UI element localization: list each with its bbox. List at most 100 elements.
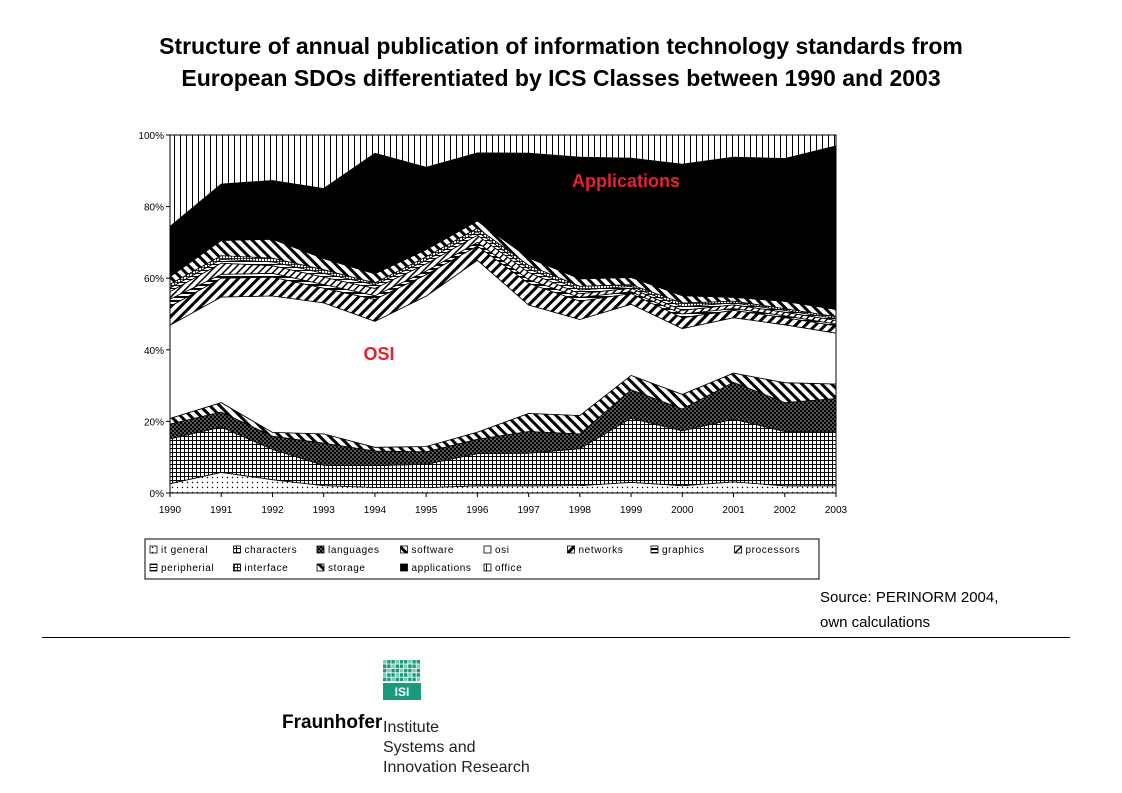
divider-line: [42, 637, 1070, 638]
institute-line-1: Institute: [383, 719, 440, 736]
legend-label-networks: networks: [579, 545, 624, 556]
isi-logo-cell: [391, 673, 395, 677]
legend-label-characters: characters: [245, 545, 298, 556]
x-tick-label: 1993: [313, 505, 336, 516]
isi-logo-cell: [404, 668, 408, 673]
isi-logo-cell: [399, 673, 404, 677]
plot-frame: [169, 134, 837, 494]
fraunhofer-wordmark: Fraunhofer: [282, 712, 383, 733]
y-axis: 0% 20% 40% 60% 80% 100%: [138, 131, 170, 500]
institute-name: Institute Systems and Innovation Researc…: [383, 718, 530, 778]
legend-swatch-networks: [567, 545, 575, 554]
isi-logo-cell: [395, 664, 399, 668]
isi-logo-cell: [391, 677, 395, 682]
source-line-1: Source: PERINORM 2004,: [820, 589, 999, 606]
y-tick-label: 100%: [138, 131, 164, 142]
isi-logo-cell: [395, 677, 399, 682]
y-tick-label: 80%: [144, 203, 164, 214]
isi-logo-cell: [391, 664, 395, 668]
isi-logo-cell: [383, 668, 387, 673]
annotation-osi: OSI: [363, 344, 394, 364]
legend-swatch-characters: [233, 545, 241, 554]
x-tick-label: 2003: [825, 505, 848, 516]
isi-logo-cell: [399, 677, 404, 682]
chart-title: Structure of annual publication of infor…: [0, 30, 1122, 94]
legend-label-applications: applications: [412, 563, 472, 574]
legend-label-processors: processors: [746, 545, 801, 556]
isi-logo-cell: [416, 660, 420, 664]
isi-logo-cell: [399, 660, 404, 664]
isi-logo-cell: [383, 660, 387, 664]
x-tick-label: 2001: [722, 505, 745, 516]
chart-title-line-1: Structure of annual publication of infor…: [159, 33, 963, 59]
x-tick-label: 1992: [261, 505, 284, 516]
svg-text:ISI: ISI: [395, 685, 410, 699]
legend-swatch-storage: [316, 563, 325, 572]
isi-logo-cell: [399, 664, 404, 668]
y-tick-label: 20%: [144, 417, 164, 428]
isi-logo-cell: [416, 668, 420, 673]
isi-logo-cell: [408, 673, 412, 677]
legend-swatch-software: [400, 545, 408, 554]
annotation-applications: Applications: [572, 171, 680, 191]
isi-logo-cell: [412, 668, 416, 673]
isi-logo-cell: [383, 664, 387, 668]
chart-legend: it general characters languages software osi…: [144, 538, 820, 580]
y-tick-label: 0%: [150, 489, 165, 500]
legend-label-software: software: [412, 545, 455, 556]
x-tick-label: 1994: [364, 505, 387, 516]
stacked-area-chart: 0%20%40%60%80%100% 1990 1991 1992 1993 1994 1…: [138, 131, 848, 580]
isi-logo-cell: [387, 677, 391, 682]
isi-logo-cell: [412, 664, 416, 668]
isi-logo-icon: ISI: [383, 660, 421, 700]
isi-logo-cell: [412, 673, 416, 677]
isi-logo-cell: [416, 677, 420, 682]
isi-logo-cell: [408, 660, 412, 664]
legend-label-interface: interface: [245, 563, 289, 574]
isi-logo-cell: [387, 673, 391, 677]
isi-logo-cell: [395, 673, 399, 677]
isi-logo-cell: [408, 677, 412, 682]
legend-label-languages: languages: [328, 545, 380, 556]
x-tick-label: 1996: [466, 505, 489, 516]
isi-logo-cell: [404, 673, 408, 677]
legend-swatch-it-general: [149, 545, 158, 554]
legend-label-graphics: graphics: [662, 545, 705, 556]
legend-label-peripherial: peripherial: [161, 563, 214, 574]
x-tick-label: 1999: [620, 505, 643, 516]
isi-logo-cell: [395, 660, 399, 664]
isi-logo-cell: [383, 673, 387, 677]
x-tick-label: 2002: [774, 505, 797, 516]
isi-logo-cell: [404, 664, 408, 668]
isi-logo-cell: [391, 660, 395, 664]
y-tick-label: 60%: [144, 274, 164, 285]
x-axis: 1990 1991 1992 1993 1994 1995 1996 1997 1998 1999…: [159, 493, 848, 516]
source-line-2: own calculations: [820, 614, 931, 631]
isi-logo-cell: [416, 664, 420, 668]
legend-label-storage: storage: [328, 563, 366, 574]
isi-logo-cell: [387, 668, 391, 673]
x-tick-label: 1995: [415, 505, 438, 516]
legend-label-office: office: [495, 563, 522, 574]
legend-swatch-osi: [483, 545, 492, 554]
isi-logo-cell: [416, 673, 420, 677]
institute-line-2: Systems and: [383, 739, 476, 756]
x-tick-label: 2000: [671, 505, 694, 516]
legend-swatch-interface: [233, 563, 241, 572]
isi-logo-cell: [412, 660, 416, 664]
source-note: Source: PERINORM 2004, own calculations: [820, 585, 998, 635]
isi-logo-cell: [408, 664, 412, 668]
x-tick-label: 1991: [210, 505, 233, 516]
isi-logo-cell: [404, 677, 408, 682]
y-tick-label: 40%: [144, 346, 164, 357]
legend-label-it-general: it general: [161, 545, 208, 556]
chart-title-line-2: European SDOs differentiated by ICS Clas…: [181, 65, 941, 91]
legend-swatch-office: [483, 563, 492, 572]
institute-line-3: Innovation Research: [383, 759, 530, 776]
legend-label-osi: osi: [495, 545, 510, 556]
isi-logo-cell: [408, 668, 412, 673]
isi-logo-cell: [399, 668, 404, 673]
legend-swatch-processors: [734, 545, 742, 554]
legend-swatch-languages: [316, 545, 325, 554]
plot-area: [169, 134, 837, 494]
